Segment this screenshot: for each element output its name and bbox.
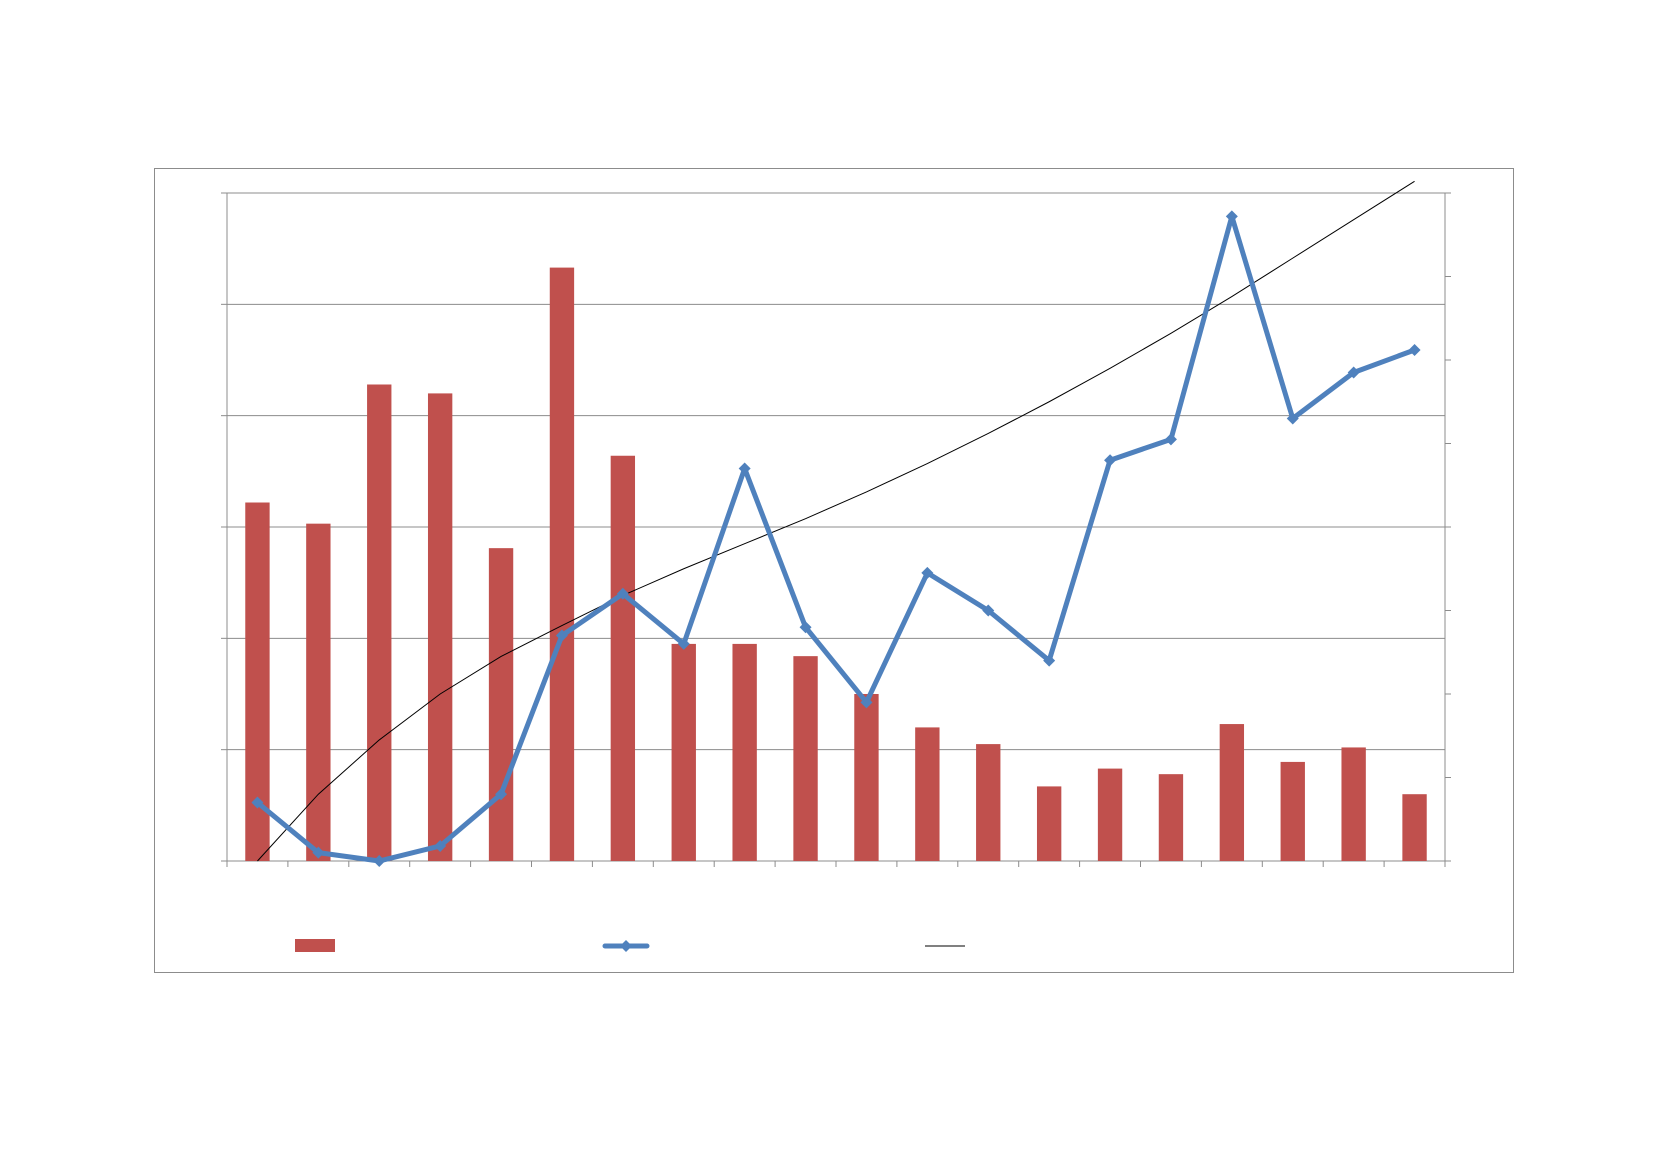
trendline-path [257, 180, 1415, 862]
bar [976, 744, 1001, 861]
bar [854, 694, 879, 861]
line-point [982, 604, 995, 617]
line-point [921, 566, 934, 579]
legend [295, 939, 965, 952]
line-point [616, 587, 629, 600]
bar [1158, 774, 1184, 861]
line-series-path [254, 213, 1418, 864]
line-point [312, 846, 325, 859]
bar [1097, 768, 1123, 861]
bar [1036, 786, 1062, 861]
bar [732, 643, 757, 861]
bar-series [245, 267, 1427, 861]
line-point [1347, 366, 1360, 379]
line-point [251, 796, 264, 809]
line-point [799, 621, 812, 634]
bar [1280, 761, 1305, 861]
bar [915, 727, 940, 861]
chart-frame [154, 168, 1514, 973]
line-point [373, 855, 386, 867]
line-point [1043, 654, 1056, 667]
line-series [251, 210, 1421, 867]
bar [427, 393, 453, 861]
line-point [555, 629, 568, 642]
bar [1219, 724, 1245, 861]
axes [221, 192, 1451, 867]
bar [671, 643, 696, 861]
legend-swatch-marker [620, 940, 632, 952]
line-point [1225, 210, 1238, 223]
bar [610, 455, 636, 861]
bar [306, 523, 331, 861]
bar [367, 384, 392, 861]
line-point [1164, 433, 1177, 446]
line-point [1104, 454, 1117, 467]
line-point [677, 637, 690, 650]
bar [549, 267, 575, 861]
line-point [738, 462, 751, 475]
line-point [1286, 412, 1299, 425]
legend-swatch-bar [295, 939, 335, 952]
bar [793, 656, 818, 861]
combo-chart [221, 180, 1451, 952]
trendline-series [257, 180, 1415, 862]
line-point [1408, 343, 1421, 356]
bar [1402, 794, 1427, 861]
bar [1341, 747, 1366, 861]
line-point [860, 696, 873, 709]
line-point [434, 839, 447, 852]
line-point [495, 788, 508, 801]
bar [488, 548, 514, 861]
